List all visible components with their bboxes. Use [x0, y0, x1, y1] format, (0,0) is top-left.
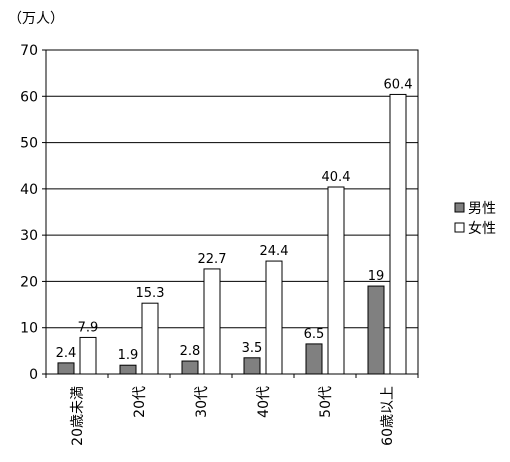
x-category-label: 20歳未満 — [70, 386, 86, 446]
y-tick-label: 50 — [20, 136, 38, 152]
data-label: 24.4 — [260, 244, 289, 259]
data-label: 6.5 — [304, 327, 325, 342]
y-tick-label: 70 — [20, 43, 38, 59]
data-label: 2.8 — [180, 344, 201, 359]
data-label: 2.4 — [56, 346, 77, 361]
bar-male — [305, 343, 323, 375]
bar-female — [79, 336, 97, 375]
data-label: 60.4 — [384, 77, 413, 92]
y-tick-label: 40 — [20, 182, 38, 198]
data-label: 1.9 — [118, 348, 139, 363]
x-category-label: 50代 — [318, 386, 334, 418]
bar-female — [389, 93, 407, 375]
data-label: 15.3 — [136, 286, 165, 301]
data-label: 7.9 — [78, 320, 99, 335]
data-label: 19 — [368, 269, 385, 284]
y-tick-label: 20 — [20, 274, 38, 290]
bar-female — [327, 186, 345, 375]
bar-male — [181, 360, 199, 375]
legend-label-female: 女性 — [468, 220, 496, 237]
x-category-label: 20代 — [132, 386, 148, 418]
bar-female — [203, 268, 221, 375]
x-category-label: 60歳以上 — [380, 386, 396, 446]
x-category-label: 40代 — [256, 386, 272, 418]
bar-male — [57, 362, 75, 375]
data-label: 3.5 — [242, 341, 263, 356]
legend-swatch-female — [454, 222, 465, 233]
bar-male — [119, 364, 137, 375]
bar-male — [243, 357, 261, 375]
x-category-label: 30代 — [194, 386, 210, 418]
y-tick-label: 60 — [20, 89, 38, 105]
y-tick-label: 10 — [20, 321, 38, 337]
data-label: 40.4 — [322, 170, 351, 185]
bar-female — [141, 302, 159, 375]
legend-label-male: 男性 — [468, 201, 496, 217]
bar-female — [265, 260, 283, 375]
y-tick-label: 30 — [20, 228, 38, 244]
y-axis-unit-label: （万人） — [8, 11, 64, 27]
bar-male — [367, 285, 385, 375]
y-tick-label: 0 — [29, 367, 38, 383]
data-label: 22.7 — [198, 252, 227, 267]
plot-area — [45, 49, 419, 375]
legend-swatch-male — [454, 202, 465, 213]
